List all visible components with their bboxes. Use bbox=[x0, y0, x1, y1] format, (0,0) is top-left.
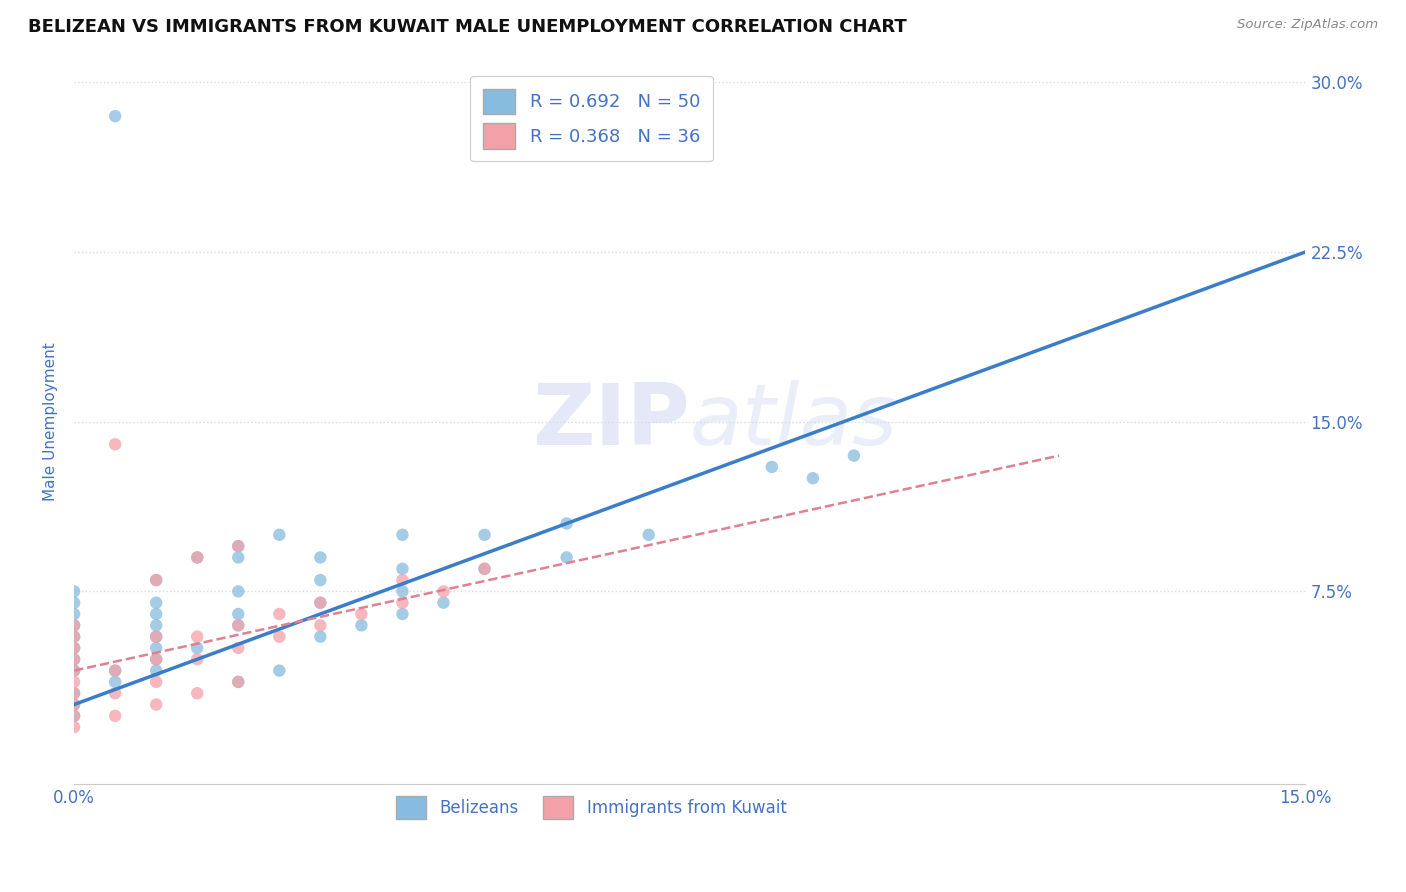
Point bbox=[226, 539, 249, 553]
Point bbox=[145, 607, 167, 621]
Point bbox=[63, 720, 86, 734]
Point bbox=[309, 596, 332, 610]
Point bbox=[145, 573, 167, 587]
Point bbox=[104, 109, 127, 123]
Point bbox=[226, 618, 249, 632]
Point bbox=[63, 698, 86, 712]
Point bbox=[474, 562, 496, 576]
Point bbox=[186, 686, 208, 700]
Point bbox=[63, 664, 86, 678]
Point bbox=[104, 686, 127, 700]
Point bbox=[309, 596, 332, 610]
Point bbox=[391, 607, 413, 621]
Point bbox=[391, 584, 413, 599]
Point bbox=[637, 528, 659, 542]
Point bbox=[269, 630, 291, 644]
Text: BELIZEAN VS IMMIGRANTS FROM KUWAIT MALE UNEMPLOYMENT CORRELATION CHART: BELIZEAN VS IMMIGRANTS FROM KUWAIT MALE … bbox=[28, 18, 907, 36]
Point bbox=[63, 618, 86, 632]
Point bbox=[186, 652, 208, 666]
Point bbox=[226, 640, 249, 655]
Point bbox=[226, 607, 249, 621]
Point bbox=[63, 686, 86, 700]
Point bbox=[63, 709, 86, 723]
Point bbox=[145, 573, 167, 587]
Point bbox=[104, 664, 127, 678]
Point bbox=[63, 607, 86, 621]
Point bbox=[309, 550, 332, 565]
Point bbox=[63, 596, 86, 610]
Point bbox=[63, 618, 86, 632]
Point bbox=[145, 698, 167, 712]
Point bbox=[309, 630, 332, 644]
Point bbox=[269, 607, 291, 621]
Point bbox=[555, 516, 578, 531]
Point bbox=[226, 674, 249, 689]
Point bbox=[63, 630, 86, 644]
Point bbox=[104, 437, 127, 451]
Point bbox=[474, 528, 496, 542]
Point bbox=[432, 584, 454, 599]
Point bbox=[63, 584, 86, 599]
Point bbox=[186, 630, 208, 644]
Point bbox=[104, 664, 127, 678]
Point bbox=[226, 674, 249, 689]
Point bbox=[63, 652, 86, 666]
Text: Source: ZipAtlas.com: Source: ZipAtlas.com bbox=[1237, 18, 1378, 31]
Point bbox=[186, 640, 208, 655]
Point bbox=[145, 630, 167, 644]
Point bbox=[391, 528, 413, 542]
Point bbox=[309, 618, 332, 632]
Point bbox=[226, 584, 249, 599]
Point bbox=[63, 686, 86, 700]
Point bbox=[145, 618, 167, 632]
Point bbox=[63, 674, 86, 689]
Point bbox=[801, 471, 824, 485]
Point bbox=[269, 528, 291, 542]
Point bbox=[474, 562, 496, 576]
Point bbox=[145, 630, 167, 644]
Point bbox=[391, 596, 413, 610]
Point bbox=[145, 674, 167, 689]
Point bbox=[350, 618, 373, 632]
Point bbox=[842, 449, 865, 463]
Point bbox=[145, 652, 167, 666]
Point bbox=[186, 550, 208, 565]
Point bbox=[145, 652, 167, 666]
Point bbox=[63, 664, 86, 678]
Point bbox=[269, 664, 291, 678]
Point bbox=[391, 562, 413, 576]
Point bbox=[63, 640, 86, 655]
Point bbox=[104, 674, 127, 689]
Point bbox=[145, 664, 167, 678]
Legend: Belizeans, Immigrants from Kuwait: Belizeans, Immigrants from Kuwait bbox=[389, 789, 793, 826]
Point bbox=[391, 573, 413, 587]
Point bbox=[226, 618, 249, 632]
Point bbox=[226, 539, 249, 553]
Point bbox=[555, 550, 578, 565]
Point bbox=[63, 640, 86, 655]
Point bbox=[309, 573, 332, 587]
Point bbox=[63, 652, 86, 666]
Point bbox=[226, 550, 249, 565]
Y-axis label: Male Unemployment: Male Unemployment bbox=[44, 343, 58, 501]
Point bbox=[761, 459, 783, 474]
Text: ZIP: ZIP bbox=[531, 380, 690, 463]
Point bbox=[350, 607, 373, 621]
Point bbox=[145, 640, 167, 655]
Text: atlas: atlas bbox=[690, 380, 898, 463]
Point bbox=[63, 709, 86, 723]
Point bbox=[145, 596, 167, 610]
Point bbox=[186, 550, 208, 565]
Point bbox=[63, 698, 86, 712]
Point bbox=[104, 709, 127, 723]
Point bbox=[432, 596, 454, 610]
Point bbox=[63, 630, 86, 644]
